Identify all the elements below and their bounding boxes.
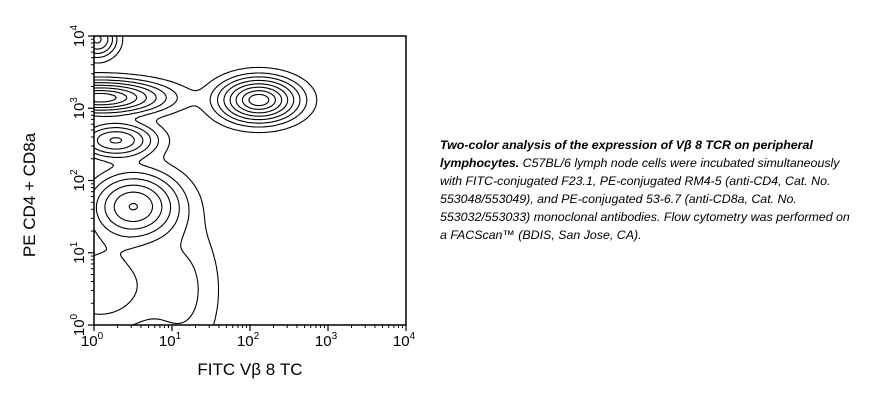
- contour-level-line: [93, 35, 301, 315]
- y-axis-label-box: PE CD4 + CD8a: [2, 60, 58, 330]
- svg-text:102: 102: [69, 169, 88, 192]
- caption-title: Two-color analysis of the expression of …: [440, 138, 813, 170]
- plot-frame: [93, 35, 407, 326]
- x-tick-label: 104: [393, 331, 416, 350]
- y-tick-label: 102: [69, 169, 88, 192]
- y-tick-label: 101: [69, 241, 88, 264]
- x-tick-label: 103: [315, 331, 338, 350]
- y-axis-label: PE CD4 + CD8a: [20, 132, 39, 258]
- contour-level-line: [93, 35, 308, 326]
- contour-level-line: [93, 90, 276, 211]
- y-tick-label: 103: [69, 97, 88, 120]
- y-tick-label: 104: [69, 24, 88, 47]
- caption-body: C57BL/6 lymph node cells were incubated …: [440, 156, 850, 242]
- x-tick-label: 102: [237, 331, 260, 350]
- contour-level-line: [93, 35, 295, 238]
- x-axis-label: FITC Vβ 8 TC: [197, 360, 303, 379]
- figure-caption: Two-color analysis of the expression of …: [440, 136, 860, 244]
- x-tick-label: 101: [159, 331, 182, 350]
- svg-text:100: 100: [69, 313, 88, 336]
- svg-text:101: 101: [69, 241, 88, 264]
- svg-text:103: 103: [69, 97, 88, 120]
- y-tick-label: 100: [69, 313, 88, 336]
- contour-level-line: [93, 92, 270, 107]
- contour-level-line: [93, 35, 289, 230]
- contour-level-line: [93, 86, 283, 223]
- svg-text:104: 104: [69, 24, 88, 47]
- contour-lines: [93, 35, 318, 326]
- contour-level-line: [93, 35, 318, 326]
